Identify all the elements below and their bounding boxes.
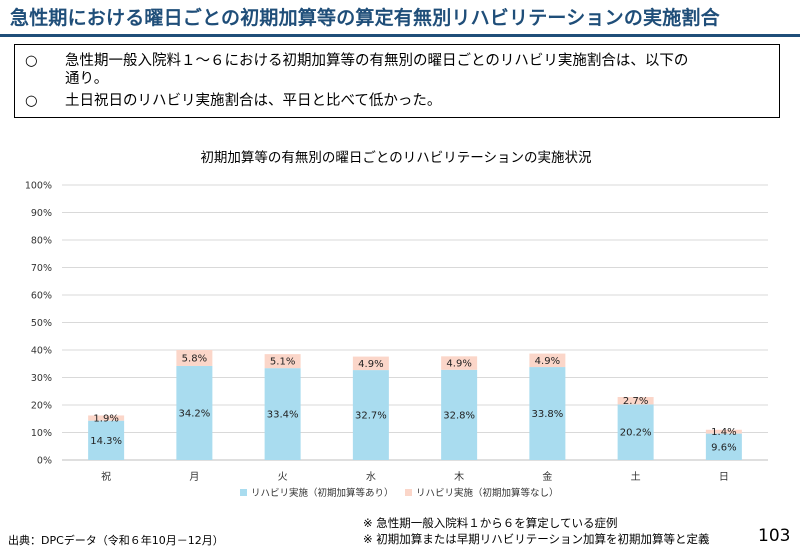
bullet-icon: ○: [25, 53, 38, 69]
note-1: ※ 急性期一般入院料１から６を算定している症例: [363, 516, 618, 530]
x-category-label: 木: [454, 471, 464, 483]
bar-without-initial-addition: [529, 353, 566, 368]
chart-legend: リハビリ実施（初期加算等あり） リハビリ実施（初期加算等なし）: [240, 487, 559, 499]
bar-without-initial-addition: [352, 356, 389, 371]
bar-with-initial-addition: [529, 367, 566, 460]
data-label: 14.3%: [90, 436, 122, 447]
bar-with-initial-addition: [88, 420, 125, 460]
page-number: 103: [758, 526, 791, 546]
y-axis-ticks: 0% 10% 20% 30% 40% 50% 60% 70% 80% 90% 100%: [25, 181, 52, 467]
y-tick-label: 50%: [31, 318, 52, 329]
bar-without-initial-addition: [88, 415, 125, 421]
x-category-label: 土: [631, 470, 641, 483]
note-2: ※ 初期加算または早期リハビリテーション加算を初期加算等と定義: [363, 532, 710, 546]
bar-with-initial-addition: [176, 365, 213, 460]
title-bar: 急性期における曜日ごとの初期加算等の算定有無別リハビリテーションの実施割合: [0, 0, 800, 32]
data-label: 4.9%: [535, 356, 560, 367]
x-category-label: 日: [719, 472, 729, 483]
bar-without-initial-addition: [441, 356, 478, 370]
data-label: 4.9%: [446, 359, 471, 370]
bar-without-initial-addition: [617, 397, 654, 405]
y-tick-label: 100%: [25, 181, 52, 192]
summary-item-1-line1: 急性期一般入院料１～６における初期加算等の有無別の曜日ごとのリハビリ実施割合は、…: [65, 53, 689, 69]
data-label: 2.7%: [623, 396, 648, 407]
summary-item-2-line1: 土日祝日のリハビリ実施割合は、平日と比べて低かった。: [65, 93, 442, 109]
y-tick-label: 40%: [31, 346, 52, 357]
bar-with-initial-addition: [705, 433, 742, 460]
y-tick-label: 20%: [31, 401, 52, 412]
chart-grid: [62, 184, 768, 461]
y-tick-label: 10%: [31, 428, 52, 439]
page-title: 急性期における曜日ごとの初期加算等の算定有無別リハビリテーションの実施割合: [10, 7, 720, 29]
data-label: 9.6%: [711, 442, 736, 453]
summary-item-1: ○ 急性期一般入院料１～６における初期加算等の有無別の曜日ごとのリハビリ実施割合は…: [25, 52, 770, 88]
source-citation: 出典：DPCデータ（令和６年10月－12月）: [8, 534, 224, 547]
legend-swatch: [405, 489, 412, 496]
legend-label: リハビリ実施（初期加算等あり）: [251, 487, 394, 499]
bar-with-initial-addition: [352, 370, 389, 460]
x-category-label: 月: [189, 471, 199, 483]
data-label: 33.4%: [267, 410, 299, 421]
y-tick-label: 90%: [31, 208, 52, 219]
bar-without-initial-addition: [705, 429, 742, 434]
chart-bars: 14.3% 1.9% 34.2% 5.8% 33.4% 5.1% 32.7% 4.9% 32.8…: [88, 350, 742, 460]
bar-without-initial-addition: [176, 350, 213, 366]
bar-without-initial-addition: [264, 354, 301, 369]
y-tick-label: 70%: [31, 263, 52, 274]
data-label: 32.7%: [355, 411, 387, 422]
bar-with-initial-addition: [264, 368, 301, 460]
legend-label: リハビリ実施（初期加算等なし）: [416, 487, 559, 499]
x-category-label: 金: [542, 470, 552, 483]
summary-item-1-line2: 通り。: [65, 71, 109, 87]
data-label: 20.2%: [620, 428, 652, 439]
y-tick-label: 0%: [37, 456, 52, 467]
data-label: 32.8%: [443, 410, 475, 421]
data-label: 5.1%: [270, 357, 295, 368]
y-tick-label: 30%: [31, 373, 52, 384]
stacked-bar-chart: 初期加算等の有無別の曜日ごとのリハビリテーションの実施状況 0% 10% 20% 30…: [25, 149, 768, 499]
bar-with-initial-addition: [617, 404, 654, 460]
data-label: 5.8%: [182, 353, 207, 364]
x-category-label: 水: [366, 471, 376, 483]
summary-item-2: ○ 土日祝日のリハビリ実施割合は、平日と比べて低かった。: [25, 92, 770, 110]
x-category-label: 火: [278, 471, 288, 483]
summary-box: ○ 急性期一般入院料１～６における初期加算等の有無別の曜日ごとのリハビリ実施割合は…: [14, 44, 780, 118]
data-label: 33.8%: [531, 409, 563, 420]
x-category-label: 祝: [101, 470, 111, 483]
bullet-icon: ○: [25, 93, 38, 109]
y-tick-label: 80%: [31, 236, 52, 247]
y-tick-label: 60%: [31, 291, 52, 302]
chart-title: 初期加算等の有無別の曜日ごとのリハビリテーションの実施状況: [200, 149, 592, 166]
data-label: 1.4%: [711, 427, 736, 438]
bar-with-initial-addition: [441, 369, 478, 460]
data-label: 1.9%: [93, 414, 118, 425]
title-divider: [0, 34, 800, 37]
data-label: 34.2%: [178, 408, 210, 419]
legend-swatch: [240, 489, 247, 496]
data-label: 4.9%: [358, 359, 383, 370]
x-axis-categories: 祝月火水木金土日: [101, 470, 729, 483]
